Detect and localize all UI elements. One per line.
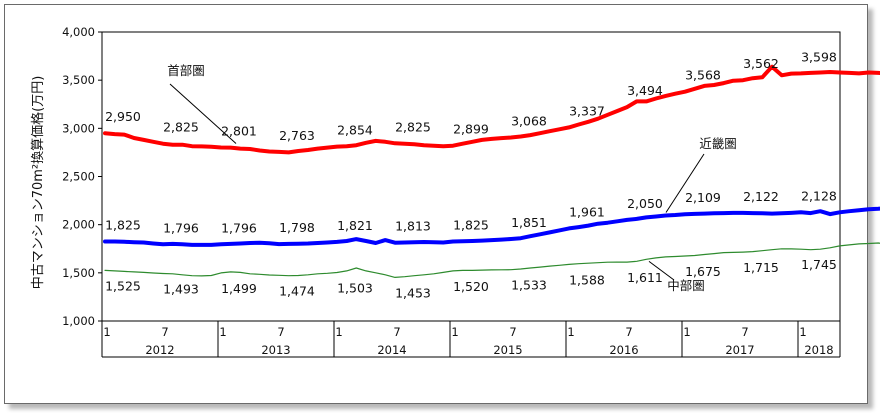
- y-tick-label: 1,000: [62, 314, 95, 328]
- y-axis-title: 中古マンション70m²換算価格(万円): [30, 76, 46, 290]
- data-label-shutoken: 2,825: [163, 120, 199, 135]
- x-month-tick-label: 1: [799, 325, 806, 339]
- y-tick-label: 3,000: [62, 121, 95, 135]
- data-label-kinki: 1,796: [221, 220, 257, 235]
- chart-frame: [4, 4, 868, 404]
- x-month-tick-label: 7: [509, 325, 516, 339]
- y-tick-label: 1,500: [62, 266, 95, 280]
- leader-line-kinki: [665, 153, 705, 213]
- x-month-tick-label: 7: [393, 325, 400, 339]
- series-label-chubu: 中部圏: [667, 278, 705, 293]
- x-month-tick-label: 1: [103, 325, 110, 339]
- data-label-kinki: 1,825: [453, 218, 489, 233]
- x-year-label: 2017: [725, 343, 754, 357]
- data-label-kinki: 1,798: [279, 220, 315, 235]
- data-label-kinki: 1,851: [511, 215, 547, 230]
- data-label-kinki: 2,109: [685, 190, 721, 205]
- series-label-shutoken: 首部圏: [167, 63, 205, 78]
- data-label-chubu: 1,588: [569, 272, 605, 287]
- data-label-shutoken: 2,801: [221, 124, 257, 139]
- y-tick-label: 2,000: [62, 218, 95, 232]
- series-line-kinki: [103, 206, 880, 247]
- x-year-label: 2016: [609, 343, 638, 357]
- data-label-kinki: 1,825: [105, 218, 141, 233]
- data-label-chubu: 1,533: [511, 278, 547, 293]
- x-month-tick-label: 1: [219, 325, 226, 339]
- data-label-shutoken: 3,494: [627, 83, 663, 98]
- data-label-chubu: 1,474: [279, 283, 315, 298]
- x-year-label: 2012: [145, 343, 174, 357]
- data-label-shutoken: 3,568: [685, 68, 721, 83]
- data-label-kinki: 2,128: [801, 188, 837, 203]
- data-label-kinki: 1,796: [163, 220, 199, 235]
- series-label-kinki: 近畿圏: [699, 136, 737, 151]
- data-label-chubu: 1,525: [105, 278, 141, 293]
- data-label-chubu: 1,675: [685, 264, 721, 279]
- data-label-chubu: 1,715: [743, 260, 779, 275]
- x-month-tick-label: 7: [741, 325, 748, 339]
- leader-line-chubu: [648, 260, 675, 281]
- data-label-chubu: 1,745: [801, 257, 837, 272]
- data-label-shutoken: 2,763: [279, 128, 315, 143]
- data-label-shutoken: 2,854: [337, 123, 373, 138]
- data-label-chubu: 1,493: [163, 282, 199, 297]
- y-tick-label: 2,500: [62, 170, 95, 184]
- x-year-label: 2015: [493, 343, 522, 357]
- data-label-shutoken: 3,068: [511, 113, 547, 128]
- data-label-kinki: 2,122: [743, 189, 779, 204]
- data-label-shutoken: 2,950: [105, 109, 141, 124]
- x-year-label: 2018: [804, 343, 833, 357]
- x-month-tick-label: 7: [625, 325, 632, 339]
- data-label-kinki: 1,813: [395, 219, 431, 234]
- data-label-chubu: 1,499: [221, 281, 257, 296]
- y-tick-label: 4,000: [62, 25, 95, 39]
- x-month-tick-label: 1: [335, 325, 342, 339]
- x-month-tick-label: 7: [277, 325, 284, 339]
- x-month-tick-label: 1: [683, 325, 690, 339]
- data-label-shutoken: 3,337: [569, 103, 605, 118]
- leader-line-shutoken: [169, 83, 237, 144]
- data-label-shutoken: 2,825: [395, 119, 431, 134]
- x-month-tick-label: 1: [451, 325, 458, 339]
- x-year-label: 2013: [261, 343, 290, 357]
- series-line-shutoken: [103, 64, 880, 155]
- data-label-chubu: 1,520: [453, 279, 489, 294]
- data-label-shutoken: 3,598: [801, 49, 837, 64]
- data-label-shutoken: 3,562: [743, 56, 779, 71]
- plot-border: [101, 31, 841, 321]
- data-label-shutoken: 2,899: [453, 122, 489, 137]
- y-tick-label: 3,500: [62, 73, 95, 87]
- data-label-chubu: 1,453: [395, 285, 431, 300]
- data-label-chubu: 1,611: [627, 270, 663, 285]
- x-year-label: 2014: [377, 343, 406, 357]
- data-label-kinki: 1,961: [569, 204, 605, 219]
- series-line-chubu: [104, 242, 880, 278]
- data-label-chubu: 1,503: [337, 281, 373, 296]
- x-month-tick-label: 7: [161, 325, 168, 339]
- data-label-kinki: 2,050: [627, 196, 663, 211]
- x-month-tick-label: 1: [567, 325, 574, 339]
- data-label-kinki: 1,821: [337, 218, 373, 233]
